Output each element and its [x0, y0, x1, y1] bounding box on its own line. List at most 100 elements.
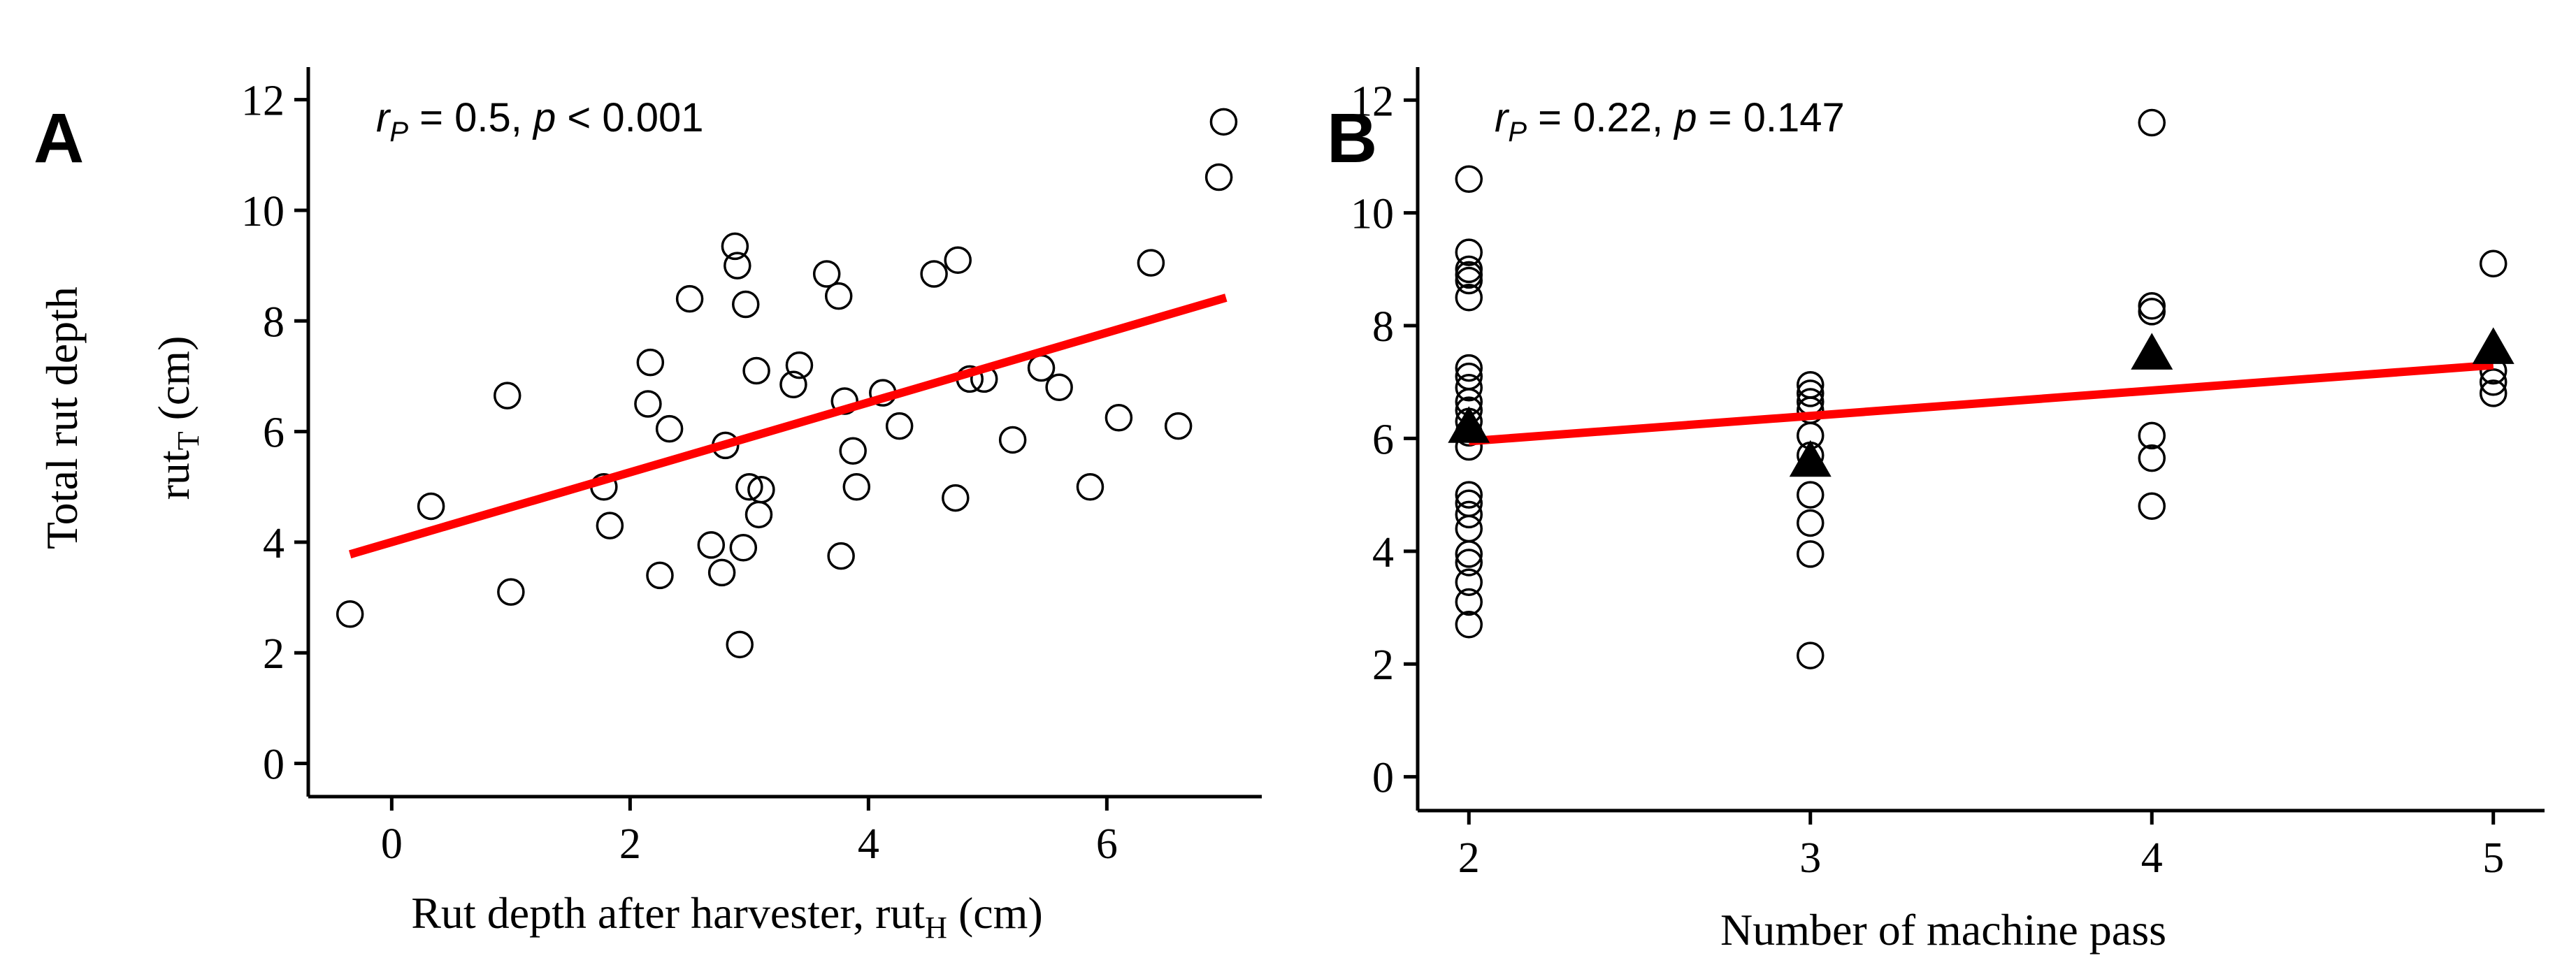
panel-b-data-point — [2138, 444, 2166, 472]
panel-b-y-tick-label: 0 — [1372, 755, 1394, 802]
panel-a-data-point — [827, 542, 855, 570]
panel-b-data-point — [2479, 379, 2507, 407]
panel-a-y-tick-label: 4 — [263, 520, 285, 567]
panel-a-data-point — [747, 475, 775, 504]
panel-b-group-mean-marker — [2472, 327, 2514, 364]
panel-a-data-point — [636, 348, 665, 377]
panel-a-data-point — [724, 252, 751, 280]
panel-b-data-point — [1455, 165, 1483, 193]
panel-a-data-point — [1209, 108, 1238, 136]
panel-a-data-point — [675, 284, 704, 313]
panel-a-letter: A — [34, 99, 84, 177]
panel-b-data-point — [1797, 481, 1825, 509]
panel-a-data-point — [942, 484, 970, 512]
panel-a-data-point — [842, 472, 871, 501]
panel-a-data-point — [1045, 373, 1073, 402]
panel-a-data-point — [497, 578, 525, 606]
panel-b-data-point — [1455, 266, 1483, 295]
panel-a-data-point — [824, 282, 853, 310]
panel-a-data-point — [742, 356, 770, 385]
panel-b-data-point — [1455, 374, 1483, 402]
panel-b-plot: 0 2 4 6 8 10 12 2 3 4 5 — [1351, 67, 2545, 882]
panel-b-statistic: rP = 0.22, p = 0.147 — [1495, 95, 1845, 147]
panel-a-data-point — [944, 246, 972, 274]
panel-a-data-point — [1104, 404, 1133, 432]
panel-a-data-point — [726, 630, 754, 659]
panel-a-data-point — [779, 370, 807, 399]
panel-b-x-tick-label: 3 — [1799, 834, 1821, 882]
panel-a-fit-line — [348, 293, 1228, 559]
panel-b-data-point — [1797, 641, 1825, 669]
panel-a-data-point — [731, 290, 760, 319]
panel-a-data-point — [697, 531, 726, 559]
panel-b-data-point — [1455, 514, 1483, 543]
panel-a-x-tick-label: 4 — [858, 820, 879, 868]
panel-a-x-tick-label: 6 — [1096, 820, 1118, 868]
panel-a-data-point — [785, 351, 814, 379]
panel-b-group-mean-marker — [2131, 333, 2173, 370]
panel-a-data-point — [729, 534, 758, 562]
panel-b-x-tick-label: 5 — [2482, 834, 2504, 882]
panel-a-data-point — [493, 382, 521, 409]
panel-b-data-point — [1455, 549, 1483, 576]
panel-b-x-tick-label: 2 — [1458, 834, 1480, 882]
panel-a-data-point — [998, 426, 1027, 454]
panel-b-data-point — [1455, 354, 1483, 382]
panel-b-data-point — [1455, 481, 1483, 509]
panel-b-data-point — [1455, 610, 1483, 639]
panel-a-data-point — [417, 492, 445, 521]
panel-a-data-point — [596, 512, 624, 539]
panel-a-data-point — [1137, 249, 1165, 277]
panel-a-data-point — [920, 260, 948, 288]
panel-b-x-tick-label: 4 — [2141, 834, 2163, 882]
panel-a-data-point — [1204, 163, 1233, 191]
panel-b: B rP = 0.22, p = 0.147 Number of machine… — [1327, 67, 2545, 955]
panel-a-y-tick-label: 12 — [241, 78, 285, 125]
panel-a-y-tick-label: 6 — [263, 409, 285, 457]
panel-b-data-point — [1797, 540, 1825, 568]
panel-b-data-point — [1797, 509, 1825, 537]
panel-b-data-point — [1455, 540, 1483, 568]
panel-a-plot: 0 2 4 6 8 10 12 0 2 4 6 — [241, 67, 1262, 868]
panel-b-letter: B — [1327, 99, 1377, 177]
panel-a-data-point — [646, 561, 674, 590]
panel-b-data-point — [2479, 249, 2507, 278]
panel-b-data-point — [2138, 421, 2166, 450]
panel-b-group-mean-marker — [1448, 406, 1490, 443]
panel-a-y-tick-label: 8 — [263, 298, 285, 346]
panel-b-y-tick-label: 8 — [1372, 303, 1394, 351]
panel-a-data-point — [655, 414, 684, 443]
panel-b-data-point — [1455, 238, 1483, 266]
panel-a-x-axis-label: Rut depth after harvester, rutH (cm) — [411, 888, 1043, 945]
panel-b-x-axis-label: Number of machine pass — [1720, 905, 2166, 955]
panel-b-group-mean-marker — [1789, 440, 1832, 477]
panel-a-data-point — [1076, 472, 1104, 501]
panel-a: A rP = 0.5, p < 0.001 Rut depth after ha… — [34, 67, 1262, 945]
panel-b-data-point — [2138, 492, 2166, 521]
panel-b-fit-line — [1468, 361, 2494, 446]
panel-b-data-point — [1455, 568, 1483, 596]
panel-a-data-point — [744, 500, 773, 529]
panel-a-data-point — [707, 558, 736, 587]
panel-a-data-point — [1027, 354, 1056, 382]
panel-b-y-tick-label: 6 — [1372, 416, 1394, 463]
panel-a-data-point — [735, 472, 763, 501]
panel-b-y-tick-label: 12 — [1351, 78, 1394, 125]
panel-b-y-tick-label: 4 — [1372, 529, 1394, 576]
panel-a-x-tick-label: 0 — [381, 820, 403, 868]
panel-a-data-point — [812, 260, 841, 288]
panel-b-data-point — [1455, 588, 1483, 616]
y-axis-label-line2: rutT (cm) — [149, 336, 206, 500]
panel-b-data-point — [2138, 108, 2166, 137]
panel-a-data-point — [1164, 412, 1193, 440]
panel-a-data-point — [634, 390, 662, 418]
panel-a-y-tick-label: 2 — [263, 630, 285, 678]
panel-a-data-point — [839, 437, 867, 465]
panel-a-data-point — [885, 412, 914, 440]
panel-a-y-tick-label: 0 — [263, 741, 285, 789]
panel-b-y-tick-label: 10 — [1351, 191, 1394, 238]
panel-b-y-tick-label: 2 — [1372, 641, 1394, 689]
panel-b-data-point — [2138, 292, 2166, 320]
panel-a-y-tick-label: 10 — [241, 188, 285, 235]
